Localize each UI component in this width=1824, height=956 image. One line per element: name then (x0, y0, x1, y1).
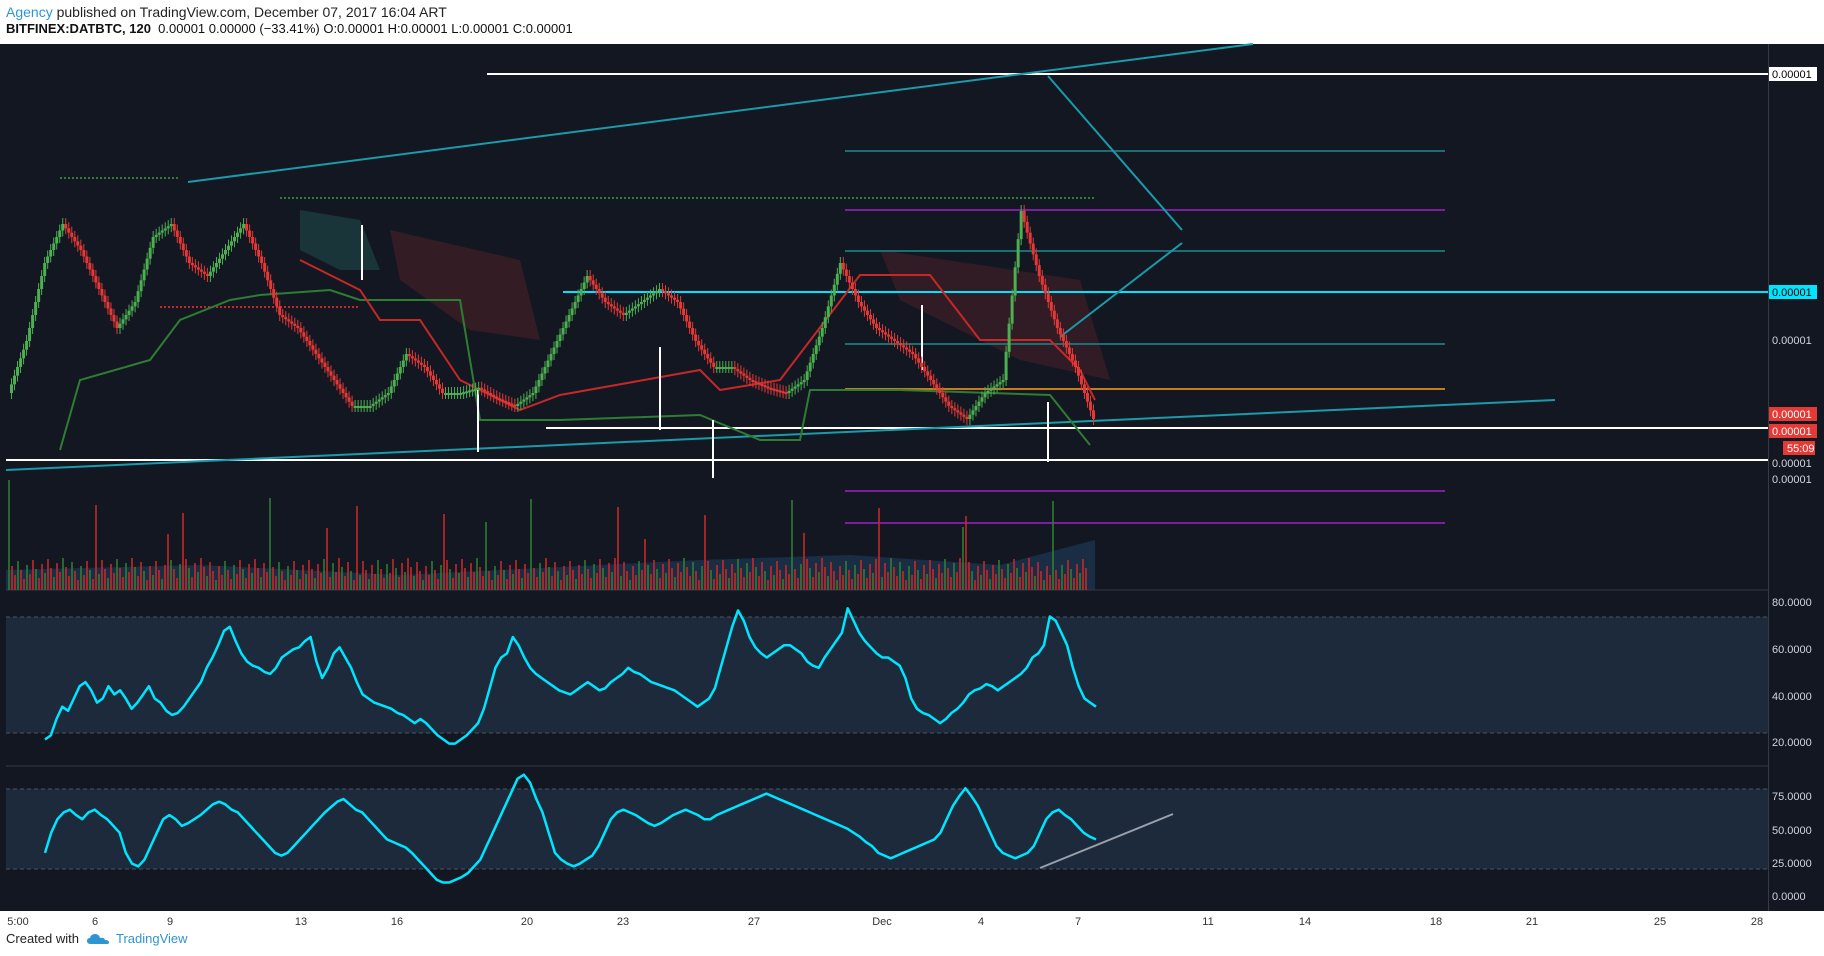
created-with-label: Created with (6, 931, 79, 946)
tradingview-cloud-icon[interactable] (86, 932, 110, 946)
ohlc-values: 0.00001 0.00000 (−33.41%) O:0.00001 H:0.… (158, 21, 573, 36)
tradingview-link[interactable]: TradingView (116, 931, 188, 946)
symbol-label: BITFINEX:DATBTC, 120 (6, 21, 151, 36)
price-axis[interactable] (1768, 44, 1824, 911)
publish-text: published on TradingView.com, December 0… (56, 4, 447, 20)
time-axis[interactable] (0, 911, 1824, 929)
footer-bar (0, 929, 1824, 956)
symbol-line: BITFINEX:DATBTC, 120 0.00001 0.00000 (−3… (6, 21, 573, 36)
header-bar (0, 0, 1824, 44)
author-link[interactable]: Agency (6, 4, 53, 20)
publish-info: Agency published on TradingView.com, Dec… (6, 4, 447, 20)
chart-plot-area[interactable] (6, 44, 1768, 911)
